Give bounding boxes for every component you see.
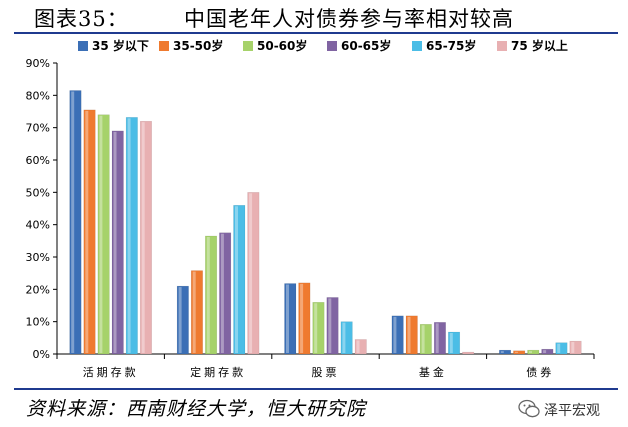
bar	[247, 192, 260, 355]
bar	[405, 315, 418, 355]
bar	[139, 120, 152, 355]
wechat-icon	[518, 399, 540, 418]
y-tick-label: 90%	[26, 57, 50, 70]
bar	[527, 349, 540, 355]
bar-highlight	[328, 298, 332, 353]
y-tick-label: 50%	[26, 186, 50, 199]
bar	[433, 322, 446, 355]
bar-chart: 0% 10% 20% 30% 40% 50% 60% 70% 80% 90% 活期存款 定期存款 股票 基…	[26, 38, 595, 379]
bar	[462, 351, 475, 355]
bar-highlight	[206, 236, 210, 353]
bar-highlight	[557, 343, 561, 353]
bar	[541, 348, 554, 355]
y-tick-label: 70%	[26, 122, 50, 135]
legend-swatch	[243, 41, 253, 51]
bar	[340, 321, 353, 355]
bar-highlight	[342, 322, 346, 353]
bar	[69, 90, 82, 355]
y-tick-label: 10%	[26, 316, 50, 329]
bar-highlight	[286, 284, 289, 353]
legend-label: 50-60岁	[257, 38, 307, 53]
bar	[284, 283, 297, 355]
bar	[354, 339, 367, 355]
legend-swatch	[412, 41, 422, 51]
bar-highlight	[300, 283, 304, 353]
legend-swatch	[78, 41, 88, 51]
bar	[391, 315, 404, 355]
legend-swatch	[497, 41, 507, 51]
source-note: 资料来源：西南财经大学，恒大研究院	[26, 398, 367, 420]
y-tick-label: 0%	[33, 348, 50, 361]
bar	[419, 324, 432, 355]
figure-title: 中国老年人对债券参与率相对较高	[184, 7, 514, 31]
bar	[555, 342, 568, 355]
y-tick-label: 60%	[26, 154, 50, 167]
bar	[111, 130, 124, 355]
bar	[176, 285, 189, 355]
bar-highlight	[71, 91, 75, 353]
legend-label: 60-65岁	[341, 38, 391, 53]
bar-highlight	[514, 351, 518, 353]
x-tick-label: 股票	[312, 366, 340, 379]
bar-highlight	[435, 323, 439, 353]
x-tick-label: 债券	[526, 365, 554, 379]
legend-label: 35 岁以下	[92, 38, 149, 53]
y-tick-label: 30%	[26, 251, 50, 264]
bar-highlight	[220, 233, 224, 353]
bar-highlight	[249, 193, 253, 353]
bar-highlight	[529, 351, 532, 353]
x-tick-label: 定期存款	[190, 365, 246, 379]
bar-highlight	[141, 122, 145, 353]
bar-highlight	[127, 118, 131, 353]
x-tick-label: 活期存款	[83, 365, 139, 379]
x-tick-label: 基金	[419, 365, 447, 379]
figure-label: 图表35：	[34, 7, 129, 31]
bar	[569, 340, 582, 355]
bar-highlight	[314, 303, 318, 353]
bar	[499, 349, 512, 355]
bar-highlight	[571, 342, 575, 353]
bar-highlight	[85, 110, 89, 353]
bar-highlight	[99, 115, 103, 353]
top-rule	[14, 32, 618, 34]
bar	[233, 205, 246, 355]
bar-highlight	[113, 131, 117, 353]
bar-highlight	[500, 351, 504, 353]
bar	[513, 350, 526, 355]
bar	[326, 297, 339, 355]
legend-swatch	[159, 41, 169, 51]
bar	[190, 270, 203, 355]
bar	[205, 235, 218, 355]
bar	[312, 302, 325, 355]
legend-swatch	[327, 41, 337, 51]
bar-highlight	[192, 271, 196, 353]
y-tick-label: 80%	[26, 89, 50, 102]
bar	[97, 114, 110, 355]
y-tick-label: 40%	[26, 219, 50, 232]
bar-highlight	[421, 325, 425, 353]
legend-label: 75 岁以上	[511, 38, 568, 53]
bar-highlight	[178, 287, 182, 353]
bar-highlight	[235, 206, 238, 353]
legend-label: 65-75岁	[426, 38, 476, 53]
y-tick-label: 20%	[26, 283, 50, 296]
bar	[298, 282, 311, 355]
bar-highlight	[543, 350, 547, 353]
bar	[219, 232, 232, 355]
bar	[83, 109, 96, 355]
bar-highlight	[393, 316, 397, 353]
legend-label: 35-50岁	[173, 38, 223, 53]
bar-highlight	[407, 316, 411, 353]
bottom-rule	[14, 388, 618, 390]
bar-highlight	[356, 340, 360, 353]
watermark-text: 泽平宏观	[544, 403, 600, 419]
bar	[125, 117, 138, 355]
bar-highlight	[449, 333, 453, 353]
bar	[448, 331, 461, 355]
chart-title: 图表35： 中国老年人对债券参与率相对较高	[0, 0, 628, 32]
